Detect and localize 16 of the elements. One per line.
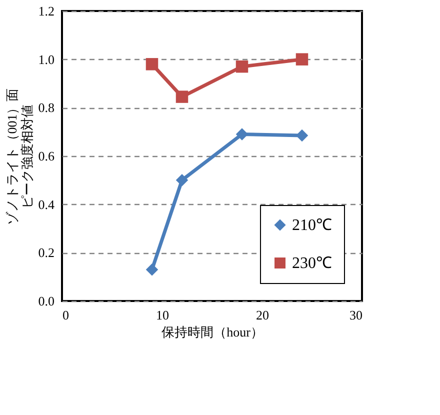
y-tick-label: 0.0 bbox=[38, 294, 54, 308]
y-tick-label: 0.8 bbox=[38, 100, 54, 116]
text: ゾノトライト（001）面 bbox=[4, 88, 20, 225]
y-tick-label: 0.2 bbox=[38, 245, 54, 260]
x-axis-title: 保持時間（hour） bbox=[162, 324, 264, 340]
y-tick-label: 1.2 bbox=[38, 4, 54, 18]
legend-label: 230℃ bbox=[292, 255, 332, 272]
x-tick-label: 20 bbox=[256, 308, 269, 322]
legend-label: 210℃ bbox=[292, 217, 332, 234]
text: ピーク強度相対値 bbox=[19, 104, 34, 208]
x-tick-label: 30 bbox=[350, 308, 362, 322]
y-tick-label: 0.6 bbox=[38, 148, 55, 164]
y-tick-label: 0.4 bbox=[38, 196, 55, 212]
x-tick-label: 0 bbox=[62, 308, 69, 322]
x-tick-label: 10 bbox=[156, 308, 169, 322]
y-tick-label: 1.0 bbox=[38, 52, 54, 67]
